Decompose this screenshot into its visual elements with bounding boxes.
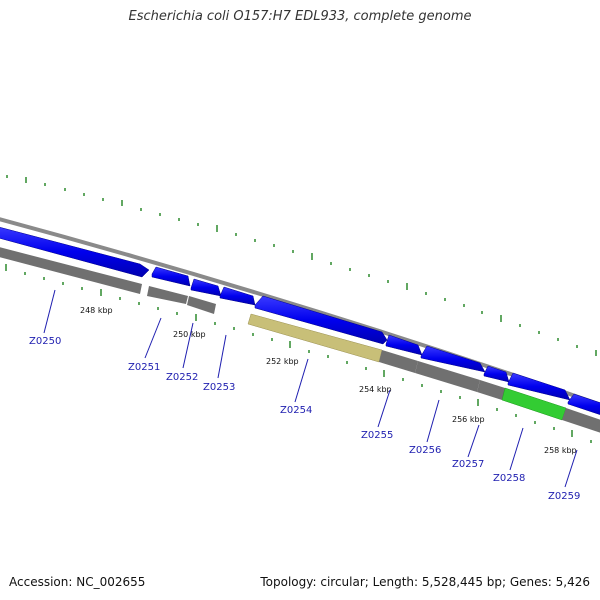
gene-bar-z0255[interactable] [379,350,418,373]
gene-bar-z0251[interactable] [147,286,188,304]
gene-label-leaders [43,289,578,488]
gene-bar-z0257[interactable] [477,380,505,400]
gene-label-z0250[interactable]: Z0250 [29,336,61,347]
cds-z0258[interactable] [507,372,571,401]
ruler-label-250: 250 kbp [173,330,206,339]
gene-label-z0254[interactable]: Z0254 [280,405,312,416]
inner-tick-marks [5,264,592,443]
gene-label-z0256[interactable]: Z0256 [409,445,441,456]
gene-label-z0259[interactable]: Z0259 [548,491,580,502]
ruler-label-254: 254 kbp [359,385,392,394]
cds-z0256[interactable] [420,345,486,373]
gene-bar-z0256[interactable] [415,361,480,392]
gene-label-z0257[interactable]: Z0257 [452,459,484,470]
cds-z0251[interactable] [151,266,191,287]
gene-label-z0255[interactable]: Z0255 [361,430,393,441]
gene-bar-z0252[interactable] [187,296,216,314]
gene-label-z0258[interactable]: Z0258 [493,473,525,484]
cds-z0257[interactable] [483,365,510,383]
cds-track[interactable] [0,226,600,418]
genome-summary: Topology: circular; Length: 5,528,445 bp… [260,575,590,589]
ruler-label-252: 252 kbp [266,357,299,366]
cds-z0250[interactable] [0,226,150,278]
ruler-label-256: 256 kbp [452,415,485,424]
accession-label: Accession: NC_002655 [9,575,146,589]
cds-z0252[interactable] [190,278,222,297]
gene-label-z0253[interactable]: Z0253 [203,382,235,393]
gene-bar-z0259[interactable] [562,408,600,436]
gene-track[interactable] [0,246,600,436]
gene-label-z0252[interactable]: Z0252 [166,372,198,383]
gene-label-z0251[interactable]: Z0251 [128,362,160,373]
genome-title: Escherichia coli O157:H7 EDL933, complet… [128,9,472,24]
gene-bar-z0250[interactable] [0,246,142,294]
cds-z0259[interactable] [567,393,600,418]
cds-z0255[interactable] [385,334,423,356]
ruler-label-248: 248 kbp [80,306,113,315]
ruler-labels: 248 kbp 250 kbp 252 kbp 254 kbp 256 kbp … [80,306,577,455]
gene-labels: Z0250 Z0251 Z0252 Z0253 Z0254 Z0255 Z025… [29,336,580,502]
cds-z0253[interactable] [219,286,256,306]
cds-z0254[interactable] [254,295,388,345]
ruler-label-258: 258 kbp [544,446,577,455]
outer-tick-marks [6,175,597,356]
